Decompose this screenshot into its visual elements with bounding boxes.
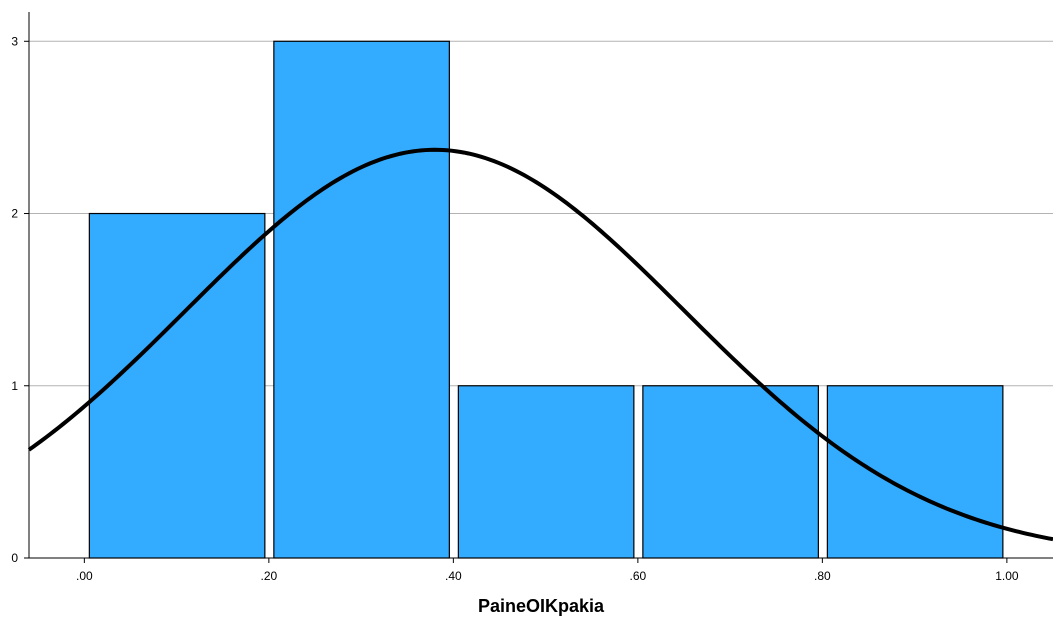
histogram-bar [457, 385, 635, 559]
histogram-bar [642, 385, 819, 559]
x-tick-label: .60 [630, 569, 647, 583]
y-axis-ticks: 0 1 2 3 [11, 34, 29, 565]
x-axis-ticks: .00 .20 .40 .60 .80 1.00 [76, 558, 1019, 583]
x-tick-label: .40 [445, 569, 462, 583]
y-tick-label: 2 [11, 207, 18, 221]
x-tick-label: .80 [814, 569, 831, 583]
histogram-bar [88, 212, 266, 559]
y-tick-label: 3 [11, 34, 18, 48]
x-tick-label: .20 [261, 569, 278, 583]
x-tick-label: 1.00 [995, 569, 1019, 583]
histogram-bar [826, 385, 1004, 559]
histogram-bar [273, 40, 450, 559]
x-tick-label: .00 [76, 569, 93, 583]
y-tick-label: 1 [11, 379, 18, 393]
x-axis-title: PaineOIKpakia [478, 596, 605, 616]
histogram-bars [88, 40, 1004, 559]
normal-curve [27, 147, 1053, 542]
y-tick-label: 0 [11, 551, 18, 565]
